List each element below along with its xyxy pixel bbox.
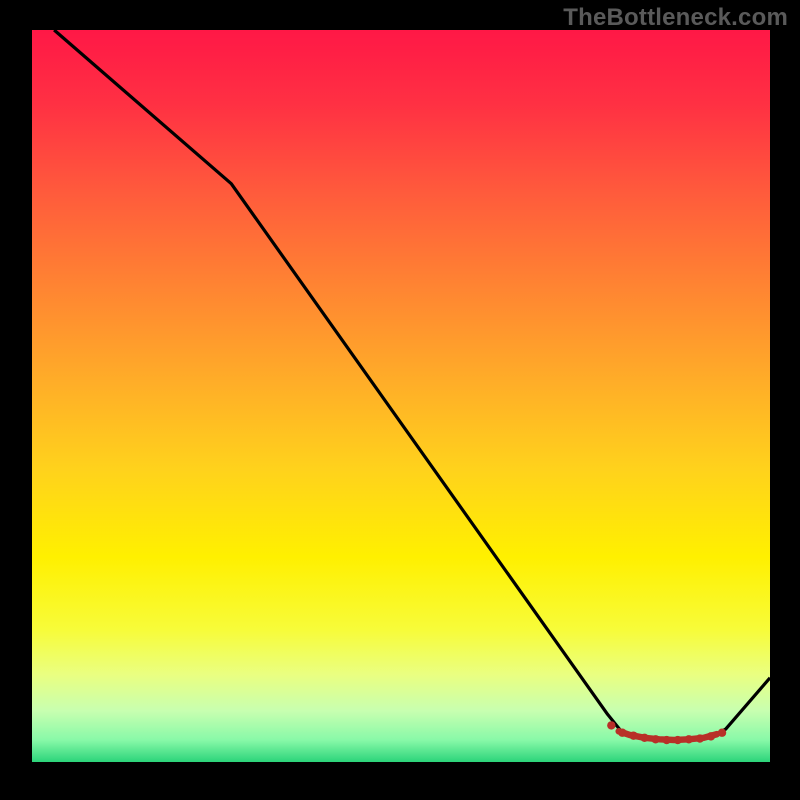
valley-marker: [618, 729, 626, 737]
valley-marker: [674, 736, 682, 744]
valley-marker: [707, 732, 715, 740]
valley-marker: [629, 731, 637, 739]
valley-marker: [685, 735, 693, 743]
plot-background: [32, 30, 770, 762]
bottleneck-chart: [0, 0, 800, 800]
valley-marker: [696, 734, 704, 742]
watermark-label: TheBottleneck.com: [563, 4, 788, 32]
chart-container: TheBottleneck.com: [0, 0, 800, 800]
valley-marker: [651, 735, 659, 743]
valley-marker: [662, 736, 670, 744]
valley-marker: [607, 721, 615, 729]
valley-marker: [640, 734, 648, 742]
valley-marker: [718, 729, 726, 737]
